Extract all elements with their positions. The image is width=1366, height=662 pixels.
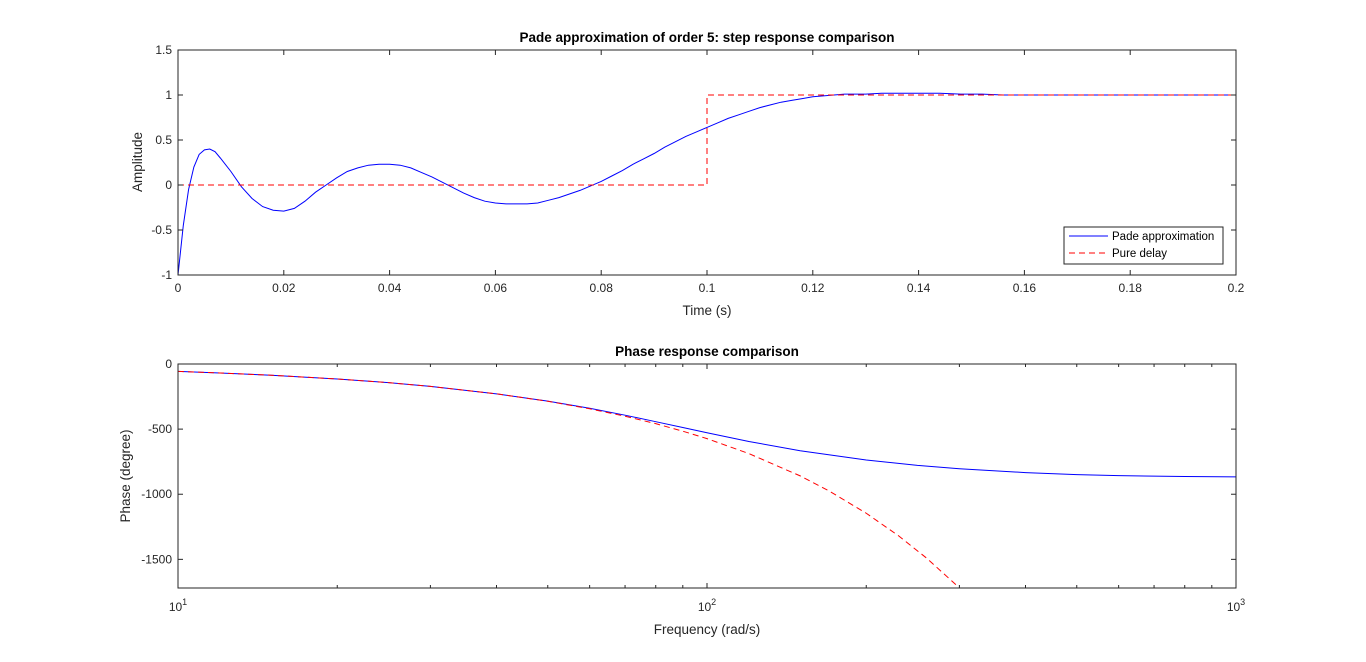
solid-series-line-0 [177, 92, 1236, 276]
x-tick-label: 0.04 [378, 281, 402, 295]
x-tick-label: 0.08 [590, 281, 614, 295]
y-tick-label: 1 [165, 88, 172, 102]
dashed-series-line-1 [178, 370, 960, 588]
y-tick-label: 0 [165, 178, 172, 192]
y-tick-label: 0 [165, 357, 172, 371]
chart-title: Phase response comparison [615, 344, 799, 359]
dashed-series-line-1 [178, 94, 1236, 186]
x-axis-label: Time (s) [683, 303, 732, 318]
phase-response-chart: 0 -500 -1000 -1500 101 102 103 Phase response … [118, 344, 1245, 637]
x-tick-label: 0 [175, 281, 182, 295]
x-tick-label: 0.1 [699, 281, 716, 295]
plot-frame [177, 49, 1237, 276]
y-tick-label: -1500 [141, 552, 172, 566]
x-tick-label: 102 [698, 597, 716, 614]
chart-title: Pade approximation of order 5: step resp… [519, 30, 894, 45]
y-axis-label: Phase (degree) [118, 429, 133, 522]
legend-label-delay: Pure delay [1112, 248, 1167, 260]
step-response-chart: -1 -0.5 0 0.5 1 1.5 0 0.02 0.04 0.06 0.08 0.1 0.12 0.… [130, 30, 1245, 318]
x-tick-label: 101 [169, 597, 187, 614]
x-axis-label: Frequency (rad/s) [654, 622, 761, 637]
y-axis-label: Amplitude [130, 132, 145, 192]
x-tick-label: 0.06 [484, 281, 508, 295]
y-tick-label: 0.5 [155, 133, 172, 147]
x-tick-label: 0.02 [272, 281, 296, 295]
x-tick-label: 0.18 [1119, 281, 1143, 295]
y-tick-label: -500 [148, 422, 172, 436]
y-tick-label: -0.5 [151, 223, 172, 237]
y-tick-label: -1 [161, 268, 172, 282]
x-tick-label: 0.14 [907, 281, 931, 295]
y-tick-label: -1000 [141, 487, 172, 501]
legend-label-pade: Pade approximation [1112, 231, 1214, 243]
x-tick-label: 0.16 [1013, 281, 1037, 295]
x-tick-label: 0.12 [801, 281, 825, 295]
legend: Pade approximation Pure delay [1063, 226, 1224, 265]
x-tick-label: 103 [1227, 597, 1245, 614]
x-tick-label: 0.2 [1228, 281, 1245, 295]
legend-box [1063, 226, 1224, 265]
y-tick-label: 1.5 [155, 43, 172, 57]
plot-frame [177, 363, 1237, 589]
